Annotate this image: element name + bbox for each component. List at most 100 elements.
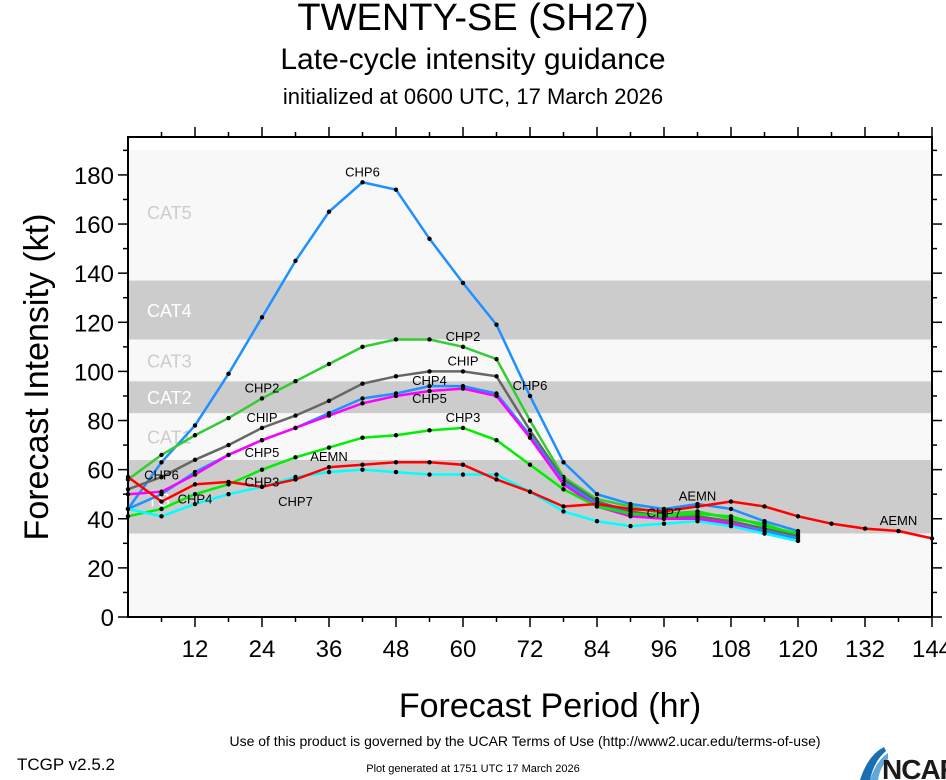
data-point-chp4 (159, 489, 164, 494)
data-point-chp7 (427, 472, 432, 477)
data-point-chp3 (192, 492, 198, 497)
data-point-chp6 (159, 460, 164, 465)
data-point-aemn (226, 479, 231, 485)
data-point-chp4 (527, 435, 533, 440)
data-point-chp6 (460, 280, 466, 286)
y-tick-label: 140 (74, 261, 114, 288)
series-label-chip: CHIP (246, 410, 277, 425)
series-label-chip: CHIP (447, 353, 478, 368)
series-label-chp5: CHP5 (412, 391, 447, 406)
data-point-chp6 (326, 209, 332, 214)
series-label-chp6: CHP6 (513, 378, 548, 393)
data-point-chp7 (561, 509, 566, 514)
data-point-aemn (929, 536, 935, 541)
x-tick-label: 24 (249, 636, 276, 663)
data-point-chip (527, 428, 533, 433)
y-tick-label: 160 (74, 212, 114, 239)
data-point-chp3 (795, 531, 801, 536)
data-point-chp3 (159, 506, 164, 512)
data-point-chp7 (159, 514, 164, 519)
data-point-chp6 (527, 393, 533, 399)
data-point-chp2 (192, 433, 198, 438)
x-tick-label: 120 (778, 636, 818, 663)
series-label-aemn: AEMN (310, 449, 348, 464)
series-label-chp4: CHP4 (178, 492, 213, 507)
data-point-aemn (728, 499, 734, 504)
data-point-chip (360, 381, 365, 386)
data-point-chp4 (259, 437, 265, 443)
data-point-chp6 (561, 460, 566, 465)
data-point-chp2 (527, 418, 533, 423)
data-point-chip (226, 442, 231, 448)
data-point-aemn (829, 521, 834, 526)
data-point-chp3 (393, 433, 399, 438)
x-tick-label: 12 (182, 636, 209, 663)
series-label-aemn: AEMN (880, 513, 918, 528)
data-point-chp7 (125, 506, 131, 512)
data-point-chp7 (360, 467, 365, 472)
band-label-cat5: CAT5 (147, 203, 192, 223)
data-point-chp3 (326, 445, 332, 450)
data-point-aemn (192, 482, 198, 487)
x-tick-label: 108 (711, 636, 751, 663)
data-point-chp3 (125, 514, 131, 519)
series-label-aemn: AEMN (679, 488, 717, 503)
data-point-aemn (862, 526, 868, 531)
data-point-chp7 (762, 531, 767, 536)
x-tick-label: 36 (316, 636, 343, 663)
x-tick-label: 60 (450, 636, 477, 663)
svg-text:NCAR: NCAR (882, 754, 946, 780)
data-point-aemn (293, 477, 298, 482)
data-point-chp6 (728, 506, 734, 512)
terms-text: Use of this product is governed by the U… (229, 733, 821, 749)
data-point-chp4 (293, 425, 298, 431)
band-cat4 (128, 280, 932, 340)
data-point-chp3 (360, 435, 365, 440)
data-point-chp6 (360, 180, 365, 185)
data-point-chip (494, 374, 499, 379)
series-label-chp7: CHP7 (278, 494, 313, 509)
data-point-chp7 (728, 523, 734, 529)
data-point-chp3 (259, 467, 265, 472)
data-point-chp7 (628, 523, 633, 529)
data-point-aemn (259, 484, 265, 490)
y-tick-label: 40 (87, 507, 114, 534)
data-point-aemn (494, 477, 499, 482)
y-tick-label: 100 (74, 359, 114, 386)
x-tick-label: 96 (651, 636, 678, 663)
data-point-chp6 (293, 258, 298, 264)
y-axis-label: Forecast Intensity (kt) (18, 214, 56, 541)
data-point-aemn (360, 462, 365, 467)
data-point-chp7 (695, 519, 700, 524)
data-point-aemn (628, 506, 633, 512)
data-point-chp7 (661, 521, 667, 526)
data-point-chp2 (226, 415, 231, 421)
data-point-chip (293, 413, 298, 418)
data-point-chip (192, 457, 198, 463)
data-point-aemn (594, 501, 600, 507)
data-point-aemn (159, 499, 164, 504)
data-point-aemn (527, 489, 533, 494)
data-point-chp2 (427, 337, 432, 342)
series-label-chp6: CHP6 (345, 164, 380, 179)
data-point-chp3 (427, 428, 432, 433)
data-point-chp4 (326, 413, 332, 418)
chart-subtitle: Late-cycle intensity guidance (280, 43, 666, 76)
data-point-chp3 (494, 437, 499, 443)
data-point-aemn (125, 474, 131, 480)
series-label-chp3: CHP3 (245, 475, 280, 490)
data-point-chp3 (293, 455, 298, 460)
series-label-chp2: CHP2 (446, 329, 481, 344)
data-point-chip (427, 369, 432, 374)
x-tick-label: 132 (845, 636, 885, 663)
data-point-chp6 (226, 371, 231, 377)
data-point-chp4 (360, 401, 365, 406)
data-point-chp2 (494, 356, 499, 362)
x-axis-label: Forecast Period (hr) (399, 687, 701, 725)
data-point-chip (393, 374, 399, 379)
series-label-chp5: CHP5 (245, 445, 280, 460)
data-point-chp7 (460, 472, 466, 477)
band-label-cat2: CAT2 (147, 388, 192, 408)
data-point-chp7 (393, 469, 399, 475)
